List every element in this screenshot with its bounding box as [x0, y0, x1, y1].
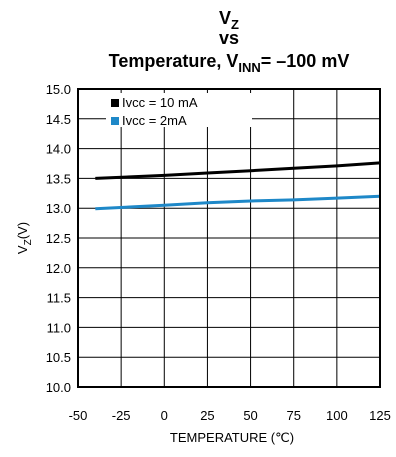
y-tick-label: 10.0 [46, 380, 71, 395]
x-axis-label: TEMPERATURE (℃) [170, 430, 294, 445]
y-tick-label: 11.5 [47, 291, 71, 306]
y-tick-labels: 10.0 10.5 11.0 11.5 12.0 12.5 13.0 13.5 14.0 14.5… [46, 82, 71, 395]
series-lines [95, 161, 381, 211]
series-line-2 [95, 194, 381, 211]
y-tick-label: 11.0 [47, 320, 71, 335]
y-tick-label: 13.5 [46, 171, 71, 186]
x-tick-label: 0 [161, 408, 168, 423]
y-axis-label-main: V [15, 245, 30, 254]
title-subscript: INN [238, 60, 260, 75]
x-tick-label: -25 [112, 408, 131, 423]
y-axis-label-tail: (V) [15, 222, 30, 239]
y-tick-label: 10.5 [46, 350, 71, 365]
title-subscript: Z [231, 17, 239, 32]
series-line-1 [95, 161, 381, 180]
x-tick-label: 100 [326, 408, 348, 423]
x-tick-label: 25 [200, 408, 214, 423]
x-tick-label: 125 [369, 408, 391, 423]
legend-swatch-2 [111, 117, 119, 125]
title-line-3: Temperature, VINN= –100 mV [109, 51, 350, 75]
y-tick-label: 13.0 [46, 201, 71, 216]
x-tick-label: 50 [243, 408, 257, 423]
x-axis-label-text: TEMPERATURE (℃) [170, 430, 294, 445]
x-tick-label: 75 [286, 408, 300, 423]
title-text: Temperature, V [109, 51, 239, 71]
plot-frame [77, 88, 381, 388]
y-axis-label-text: VZ(V) [15, 222, 34, 254]
legend-swatch-1 [111, 99, 119, 107]
x-tick-labels: -50 -25 0 25 50 75 100 125 [69, 408, 391, 423]
x-tick-label: -50 [69, 408, 88, 423]
title-line-1: VZ [219, 8, 239, 32]
legend-label-1: Ivcc = 10 mA [122, 95, 198, 110]
title-tail: = –100 mV [261, 51, 350, 71]
title-text: V [219, 8, 231, 28]
y-axis-label-sub: Z [23, 239, 34, 245]
grid [78, 89, 380, 387]
y-tick-label: 12.5 [46, 231, 71, 246]
legend-label-2: Ivcc = 2mA [122, 113, 187, 128]
y-tick-label: 15.0 [46, 82, 71, 97]
y-tick-label: 12.0 [46, 261, 71, 276]
title-line-2: vs [219, 28, 239, 48]
legend-box [106, 93, 252, 127]
y-tick-label: 14.0 [46, 142, 71, 157]
legend: Ivcc = 10 mA Ivcc = 2mA [106, 93, 252, 128]
title-text: vs [219, 28, 239, 48]
y-tick-label: 14.5 [46, 112, 71, 127]
y-axis-label: VZ(V) [15, 222, 34, 254]
